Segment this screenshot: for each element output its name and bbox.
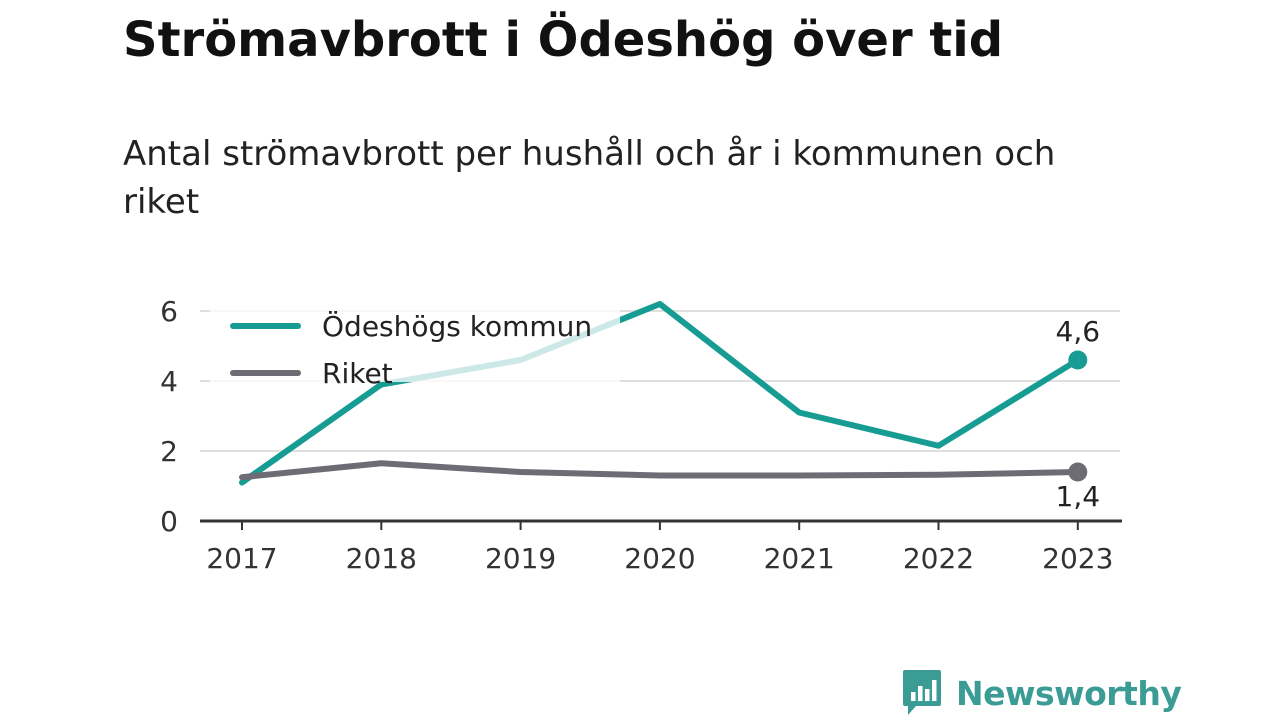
- series-line-kommun: [239, 301, 1081, 486]
- chart-subtitle: Antal strömavbrott per hushåll och år i …: [123, 134, 1056, 222]
- brand-name: Newsworthy: [956, 673, 1182, 713]
- newsworthy-chart-bubble-icon: [903, 670, 941, 715]
- x-tick-label: 2021: [764, 542, 835, 575]
- end-point-riket: [1068, 462, 1088, 482]
- x-tick-label: 2017: [206, 542, 277, 575]
- y-tick-label: 0: [160, 505, 178, 538]
- end-value-label: 1,4: [1056, 480, 1101, 513]
- y-tick-label: 6: [160, 295, 178, 328]
- brand-logo: Newsworthy: [902, 668, 1182, 718]
- x-tick-label: 2023: [1042, 542, 1113, 575]
- legend-background: [210, 296, 620, 382]
- x-tick-label: 2020: [624, 542, 695, 575]
- legend-label: Ödeshögs kommun: [322, 309, 592, 343]
- series-line-riket: [239, 460, 1081, 481]
- x-tick-label: 2019: [485, 542, 556, 575]
- chart-title: Strömavbrott i Ödeshög över tid: [123, 12, 1004, 68]
- y-tick-label: 2: [160, 435, 178, 468]
- end-point-kommun: [1068, 350, 1088, 370]
- x-tick-label: 2018: [346, 542, 417, 575]
- x-tick-label: 2022: [903, 542, 974, 575]
- y-tick-label: 4: [160, 365, 178, 398]
- end-value-label: 4,6: [1056, 315, 1101, 348]
- legend-label: Riket: [322, 357, 393, 390]
